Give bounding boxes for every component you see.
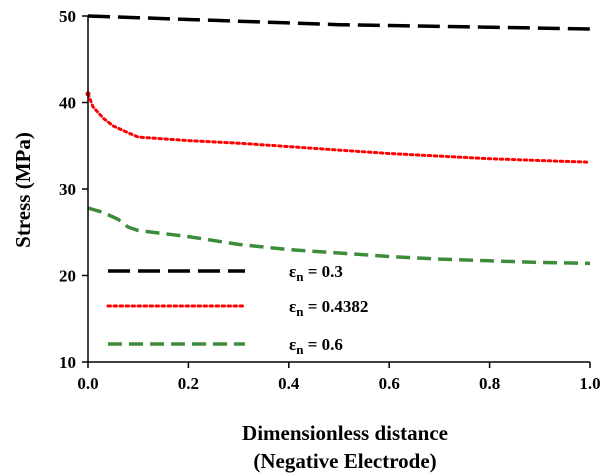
legend-label-3: εn = 0.6 xyxy=(289,335,343,357)
y-axis-title: Stress (MPa) xyxy=(11,132,35,248)
series-layer xyxy=(85,14,592,266)
x-tick-label: 0.8 xyxy=(479,374,500,393)
series-line-2 xyxy=(86,92,592,164)
series-line-1 xyxy=(87,14,591,31)
series-line-3 xyxy=(87,206,591,266)
legend-label-1: εn = 0.3 xyxy=(289,262,343,284)
x-tick-label: 0.4 xyxy=(278,374,300,393)
y-tick-label: 40 xyxy=(59,94,76,113)
ticks-layer: 0.0 0.2 0.4 0.6 0.8 1.0 10 20 30 40 50 xyxy=(59,7,601,393)
x-tick-label: 0.2 xyxy=(178,374,199,393)
y-tick-label: 10 xyxy=(59,353,76,372)
legend: εn = 0.3 εn = 0.4382 εn = 0.6 xyxy=(106,262,368,357)
y-tick-label: 20 xyxy=(59,267,76,286)
y-tick-label: 50 xyxy=(59,7,76,26)
legend-label-2: εn = 0.4382 xyxy=(289,297,368,319)
x-axis-title-line-1: Dimensionless distance xyxy=(242,421,448,445)
x-tick-label: 1.0 xyxy=(579,374,600,393)
x-tick-label: 0.6 xyxy=(379,374,400,393)
x-tick-label: 0.0 xyxy=(77,374,98,393)
y-tick-label: 30 xyxy=(59,180,76,199)
x-axis-title-line-2: (Negative Electrode) xyxy=(253,449,436,473)
